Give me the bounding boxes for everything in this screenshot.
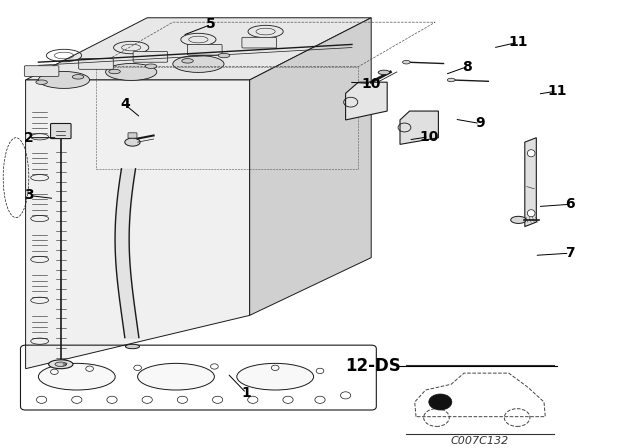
Text: 9: 9 bbox=[475, 116, 485, 130]
Ellipse shape bbox=[237, 363, 314, 390]
Text: 2: 2 bbox=[24, 131, 34, 145]
Ellipse shape bbox=[38, 72, 90, 88]
Ellipse shape bbox=[138, 363, 214, 390]
Ellipse shape bbox=[527, 210, 535, 217]
Text: 10: 10 bbox=[419, 130, 438, 144]
FancyBboxPatch shape bbox=[79, 59, 113, 69]
Ellipse shape bbox=[447, 78, 455, 82]
Text: 7: 7 bbox=[564, 246, 575, 260]
Text: 4: 4 bbox=[120, 97, 130, 112]
Text: 11: 11 bbox=[509, 35, 528, 49]
Text: 8: 8 bbox=[462, 60, 472, 73]
Ellipse shape bbox=[527, 150, 535, 157]
Ellipse shape bbox=[511, 216, 526, 224]
Text: 3: 3 bbox=[24, 189, 34, 202]
Ellipse shape bbox=[378, 70, 390, 75]
Polygon shape bbox=[400, 111, 438, 144]
Text: 11: 11 bbox=[547, 84, 566, 98]
Polygon shape bbox=[250, 18, 371, 315]
Ellipse shape bbox=[403, 60, 410, 64]
Ellipse shape bbox=[182, 59, 193, 63]
Ellipse shape bbox=[145, 64, 157, 69]
Ellipse shape bbox=[36, 80, 47, 84]
FancyBboxPatch shape bbox=[188, 44, 222, 55]
Polygon shape bbox=[525, 138, 536, 227]
FancyBboxPatch shape bbox=[133, 52, 168, 62]
Ellipse shape bbox=[109, 69, 120, 74]
Text: 1: 1 bbox=[241, 386, 252, 400]
FancyBboxPatch shape bbox=[242, 37, 276, 48]
Text: C007C132: C007C132 bbox=[451, 436, 509, 446]
Ellipse shape bbox=[38, 363, 115, 390]
Ellipse shape bbox=[55, 362, 67, 366]
Ellipse shape bbox=[218, 53, 230, 58]
Polygon shape bbox=[346, 82, 387, 120]
Ellipse shape bbox=[72, 75, 84, 79]
Ellipse shape bbox=[49, 360, 73, 369]
FancyBboxPatch shape bbox=[24, 66, 59, 77]
FancyBboxPatch shape bbox=[128, 133, 137, 138]
FancyBboxPatch shape bbox=[51, 124, 71, 138]
Ellipse shape bbox=[173, 56, 224, 73]
Text: 6: 6 bbox=[564, 197, 575, 211]
Ellipse shape bbox=[125, 344, 140, 349]
Text: 10: 10 bbox=[362, 77, 381, 90]
Ellipse shape bbox=[125, 138, 140, 146]
Circle shape bbox=[429, 394, 452, 410]
Ellipse shape bbox=[106, 64, 157, 80]
Text: 5: 5 bbox=[206, 17, 216, 31]
Text: 12-DS: 12-DS bbox=[346, 358, 401, 375]
Polygon shape bbox=[26, 18, 371, 80]
Polygon shape bbox=[26, 80, 250, 369]
